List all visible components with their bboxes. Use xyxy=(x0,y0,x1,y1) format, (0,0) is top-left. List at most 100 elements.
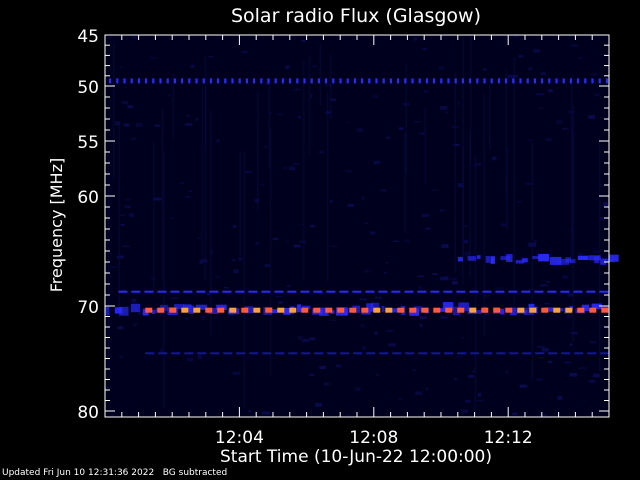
noise-speckle xyxy=(471,164,479,166)
noise-speckle xyxy=(310,224,316,228)
noise-speckle xyxy=(276,113,283,116)
noise-speckle xyxy=(199,260,203,264)
band-segment xyxy=(244,306,254,314)
noise-speckle xyxy=(297,335,304,340)
band-segment xyxy=(289,307,297,313)
band-segment xyxy=(271,309,278,314)
band-segment xyxy=(301,307,309,313)
noise-speckle xyxy=(418,285,422,290)
plot-background xyxy=(105,35,609,417)
noise-speckle xyxy=(459,315,465,317)
noise-speckle xyxy=(419,132,425,135)
noise-streak xyxy=(204,56,207,280)
band-segment xyxy=(577,307,585,313)
band-segment xyxy=(599,290,609,293)
band-segment xyxy=(152,78,155,84)
noise-speckle xyxy=(187,357,194,362)
band-segment xyxy=(326,290,336,293)
noise-speckle xyxy=(519,384,528,388)
band-segment xyxy=(325,307,333,313)
noise-speckle xyxy=(564,361,572,364)
band-segment xyxy=(303,78,306,84)
band-segment xyxy=(233,308,240,315)
noise-speckle xyxy=(107,37,112,39)
band-segment xyxy=(569,259,576,264)
band-segment xyxy=(598,78,601,84)
band-segment xyxy=(541,307,549,313)
band-segment xyxy=(454,78,457,84)
noise-speckle xyxy=(569,372,577,377)
noise-speckle xyxy=(477,392,482,397)
band-segment xyxy=(274,78,277,84)
band-segment xyxy=(431,352,441,355)
noise-speckle xyxy=(439,106,448,110)
band-segment xyxy=(457,352,467,355)
noise-speckle xyxy=(570,44,578,47)
emission-band xyxy=(145,352,609,355)
band-segment xyxy=(521,258,528,263)
noise-speckle xyxy=(153,197,162,201)
band-segment xyxy=(145,307,153,313)
band-segment xyxy=(444,352,454,355)
band-segment xyxy=(532,255,543,260)
band-segment xyxy=(483,78,486,84)
band-segment xyxy=(417,290,427,293)
band-segment xyxy=(289,78,292,84)
noise-speckle xyxy=(456,356,463,358)
noise-speckle xyxy=(578,57,583,60)
band-segment xyxy=(392,352,402,355)
noise-speckle xyxy=(453,144,460,146)
noise-speckle xyxy=(324,382,329,386)
band-segment xyxy=(130,78,133,84)
noise-speckle xyxy=(131,35,139,40)
band-segment xyxy=(210,352,220,355)
noise-speckle xyxy=(376,373,379,376)
noise-streak xyxy=(424,107,426,185)
noise-speckle xyxy=(465,399,471,403)
noise-speckle xyxy=(557,396,563,400)
band-segment xyxy=(337,307,345,313)
x-tick-label: 12:04 xyxy=(215,428,264,448)
y-tick-label: 45 xyxy=(77,27,99,47)
noise-speckle xyxy=(440,276,447,281)
noise-speckle xyxy=(127,105,133,109)
noise-streak xyxy=(405,63,407,175)
band-segment xyxy=(418,352,428,355)
noise-speckle xyxy=(208,56,213,58)
band-segment xyxy=(375,78,378,84)
noise-speckle xyxy=(539,414,547,418)
band-segment xyxy=(366,352,376,355)
noise-speckle xyxy=(287,285,291,287)
noise-speckle xyxy=(483,312,489,316)
noise-speckle xyxy=(528,139,533,142)
noise-speckle xyxy=(129,213,134,217)
noise-speckle xyxy=(216,139,220,143)
noise-speckle xyxy=(362,345,366,350)
chart-title: Solar radio Flux (Glasgow) xyxy=(231,5,481,27)
noise-streak xyxy=(107,150,110,370)
band-segment xyxy=(373,307,381,313)
band-segment xyxy=(430,290,440,293)
noise-speckle xyxy=(119,356,122,358)
noise-speckle xyxy=(179,182,184,185)
noise-speckle xyxy=(538,357,544,359)
band-segment xyxy=(229,307,237,313)
axes: 45 50 55 60 70 80 12:04 12:08 12:12 xyxy=(77,27,610,448)
band-segment xyxy=(283,307,291,315)
noise-speckle xyxy=(124,199,131,201)
band-segment xyxy=(116,78,119,84)
band-segment xyxy=(195,78,198,84)
band-segment xyxy=(370,302,380,311)
band-segment xyxy=(600,258,607,265)
noise-streak xyxy=(462,146,464,285)
noise-speckle xyxy=(534,240,537,243)
band-segment xyxy=(261,290,271,293)
band-segment xyxy=(302,305,311,310)
band-segment xyxy=(474,310,482,314)
band-segment xyxy=(183,290,193,293)
noise-speckle xyxy=(330,319,336,322)
band-segment xyxy=(425,78,428,84)
band-segment xyxy=(421,307,429,313)
band-segment xyxy=(529,307,537,313)
